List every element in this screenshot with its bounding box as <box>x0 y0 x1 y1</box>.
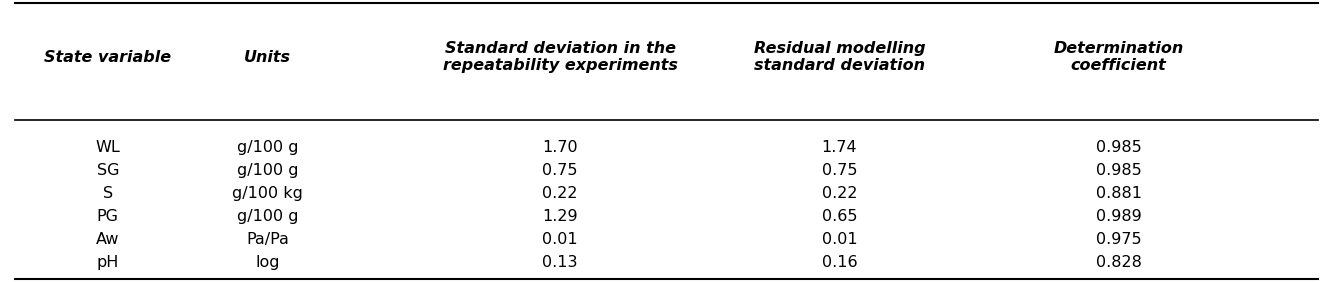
Text: 0.01: 0.01 <box>543 232 579 247</box>
Text: 0.985: 0.985 <box>1096 163 1141 179</box>
Text: WL: WL <box>96 140 120 155</box>
Text: 0.75: 0.75 <box>821 163 857 179</box>
Text: Residual modelling
standard deviation: Residual modelling standard deviation <box>753 41 925 73</box>
Text: 0.22: 0.22 <box>543 186 577 201</box>
Text: Determination
coefficient: Determination coefficient <box>1053 41 1184 73</box>
Text: Units: Units <box>244 50 291 65</box>
Text: SG: SG <box>96 163 119 179</box>
Text: 1.29: 1.29 <box>543 209 579 224</box>
Text: g/100 g: g/100 g <box>237 209 299 224</box>
Text: Standard deviation in the
repeatability experiments: Standard deviation in the repeatability … <box>443 41 677 73</box>
Text: 0.22: 0.22 <box>821 186 857 201</box>
Text: 0.01: 0.01 <box>821 232 857 247</box>
Text: Pa/Pa: Pa/Pa <box>247 232 289 247</box>
Text: S: S <box>103 186 113 201</box>
Text: log: log <box>255 255 280 270</box>
Text: g/100 g: g/100 g <box>237 140 299 155</box>
Text: 0.828: 0.828 <box>1096 255 1141 270</box>
Text: 0.75: 0.75 <box>543 163 577 179</box>
Text: 0.975: 0.975 <box>1096 232 1141 247</box>
Text: 1.74: 1.74 <box>821 140 857 155</box>
Text: pH: pH <box>96 255 119 270</box>
Text: 1.70: 1.70 <box>543 140 579 155</box>
Text: 0.881: 0.881 <box>1096 186 1142 201</box>
Text: 0.989: 0.989 <box>1096 209 1141 224</box>
Text: g/100 kg: g/100 kg <box>232 186 303 201</box>
Text: 0.65: 0.65 <box>821 209 857 224</box>
Text: PG: PG <box>97 209 119 224</box>
Text: 0.16: 0.16 <box>821 255 857 270</box>
Text: State variable: State variable <box>44 50 172 65</box>
Text: 0.985: 0.985 <box>1096 140 1141 155</box>
Text: g/100 g: g/100 g <box>237 163 299 179</box>
Text: 0.13: 0.13 <box>543 255 577 270</box>
Text: Aw: Aw <box>96 232 120 247</box>
